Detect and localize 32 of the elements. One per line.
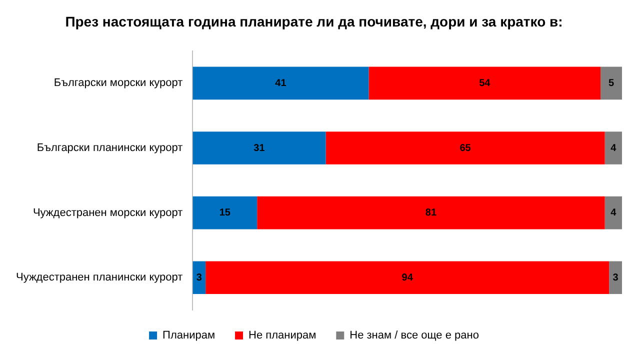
bar [257,196,605,230]
legend-label: Не знам / все още е рано [350,330,479,342]
y-tick-label: Чуждестранен морски курорт [32,206,183,219]
y-tick-label: Български морски курорт [54,77,183,90]
legend-label: Не планирам [248,330,316,342]
bar [604,196,622,230]
data-label: 94 [402,272,414,284]
data-label: 41 [275,78,287,89]
data-label: 4 [610,142,617,154]
data-label: 4 [610,208,617,219]
bar [192,132,326,164]
data-label: 81 [425,208,437,219]
data-label: 65 [460,142,472,154]
bar [192,66,369,100]
data-label: 54 [479,78,491,89]
bar [609,261,622,294]
bar [206,261,610,294]
data-label: 3 [612,272,619,284]
chart-title: През настоящата година планирате ли да почивате, дори и за кратко в: [65,13,563,30]
bar [600,66,622,100]
bar [326,132,605,164]
bar [192,261,206,294]
y-tick-label: Чуждестранен планински курорт [16,272,183,284]
legend-label: Планирам [162,330,216,342]
data-label: 3 [196,272,202,284]
data-label: 31 [254,142,266,154]
bar [368,66,601,100]
bar [192,196,258,230]
y-tick-label: Български планински курорт [36,142,183,154]
data-label: 15 [219,208,231,219]
data-label: 5 [608,78,614,89]
bar [604,132,622,164]
